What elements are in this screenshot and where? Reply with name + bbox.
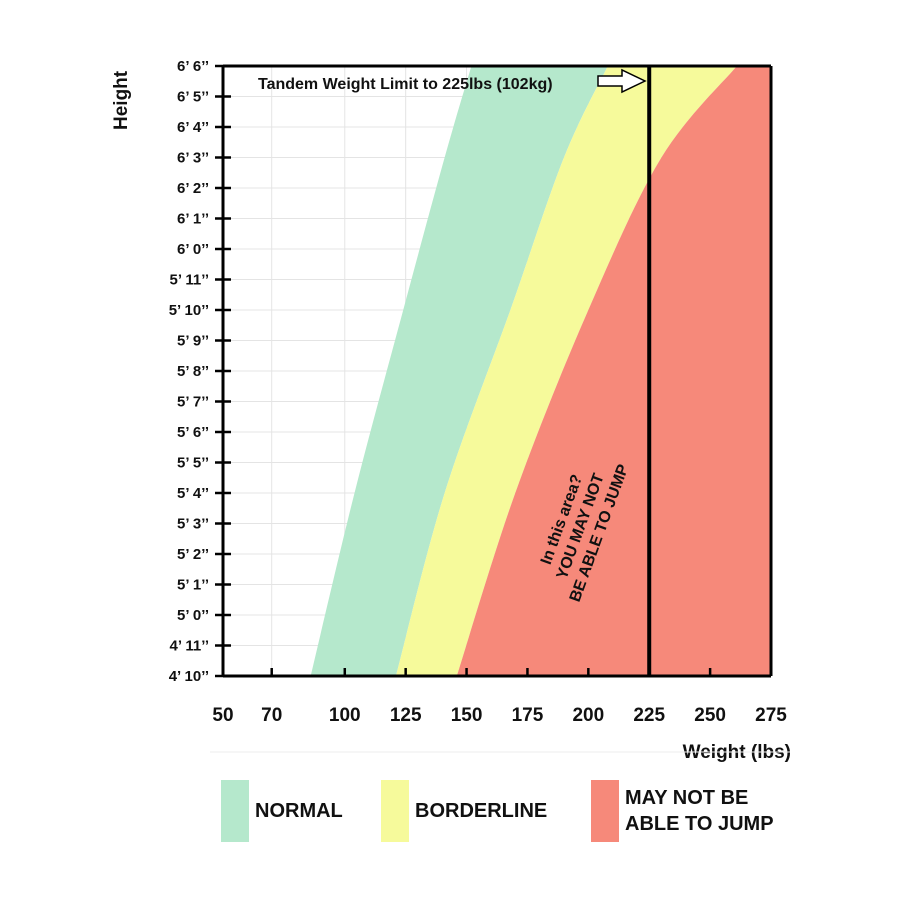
legend-borderline: BORDERLINE xyxy=(381,780,547,842)
x-tick-label-0: 50 xyxy=(212,705,233,726)
y-tick-label-13: 5’ 11’’ xyxy=(170,272,210,289)
limit-annotation: Tandem Weight Limit to 225lbs (102kg) xyxy=(258,76,553,93)
y-tick-label-18: 6’ 4’’ xyxy=(177,119,209,136)
x-tick-label-9: 275 xyxy=(755,705,787,726)
y-tick-label-12: 5’ 10’’ xyxy=(169,302,209,319)
y-tick-label-5: 5’ 3’’ xyxy=(177,516,209,533)
x-tick-label-5: 175 xyxy=(512,705,544,726)
band-borderline xyxy=(395,66,737,676)
y-tick-label-16: 6’ 2’’ xyxy=(177,180,209,197)
x-tick-label-6: 200 xyxy=(572,705,604,726)
legend-label-may-not-jump: MAY NOT BE ABLE TO JUMP xyxy=(625,787,774,835)
legend-swatch-normal xyxy=(221,780,249,842)
x-tick-label-2: 100 xyxy=(329,705,361,726)
legend-label-normal: NORMAL xyxy=(255,800,343,822)
y-tick-label-3: 5’ 1’’ xyxy=(177,577,209,594)
y-axis-label: Height xyxy=(111,70,132,130)
y-tick-label-2: 5’ 0’’ xyxy=(177,607,209,624)
y-tick-label-14: 6’ 0’’ xyxy=(177,241,209,258)
y-tick-label-19: 6’ 5’’ xyxy=(177,89,209,106)
bands-group xyxy=(310,66,771,676)
y-tick-label-10: 5’ 8’’ xyxy=(177,363,209,380)
legend-label-borderline: BORDERLINE xyxy=(415,800,548,822)
y-tick-label-8: 5’ 6’’ xyxy=(177,424,209,441)
arrow-right-icon xyxy=(597,68,647,94)
x-tick-label-4: 150 xyxy=(451,705,483,726)
x-tick-label-3: 125 xyxy=(390,705,422,726)
y-tick-label-17: 6’ 3’’ xyxy=(177,150,209,167)
band-normal xyxy=(310,66,608,676)
y-tick-label-15: 6’ 1’’ xyxy=(177,211,209,228)
y-tick-label-1: 4’ 11’’ xyxy=(170,638,210,655)
bands xyxy=(310,66,771,676)
axes xyxy=(221,64,773,678)
x-tick-label-7: 225 xyxy=(633,705,665,726)
y-tick-label-11: 5’ 9’’ xyxy=(177,333,209,350)
ticks: 4’ 10’’ 4’ 11’’ 5’ 0’’ 5’ 1’’ 5’ 2’’ 5’ 3’’ 5’… xyxy=(169,58,788,726)
legend-may-not-jump: MAY NOT BE ABLE TO JUMP xyxy=(591,780,774,842)
y-tick-label-7: 5’ 5’’ xyxy=(177,455,209,472)
band-may-not-jump xyxy=(456,66,771,676)
legend-normal: NORMAL xyxy=(221,780,343,842)
y-tick-label-0: 4’ 10’’ xyxy=(169,668,209,685)
y-tick-label-20: 6’ 6’’ xyxy=(177,58,209,75)
y-tick-label-4: 5’ 2’’ xyxy=(177,546,209,563)
x-tick-label-8: 250 xyxy=(694,705,726,726)
legend-swatch-borderline xyxy=(381,780,409,842)
x-tick-label-1: 70 xyxy=(261,705,282,726)
legend-swatch-may-not-jump xyxy=(591,780,619,842)
y-tick-label-6: 5’ 4’’ xyxy=(177,485,209,502)
y-tick-label-9: 5’ 7’’ xyxy=(177,394,209,411)
